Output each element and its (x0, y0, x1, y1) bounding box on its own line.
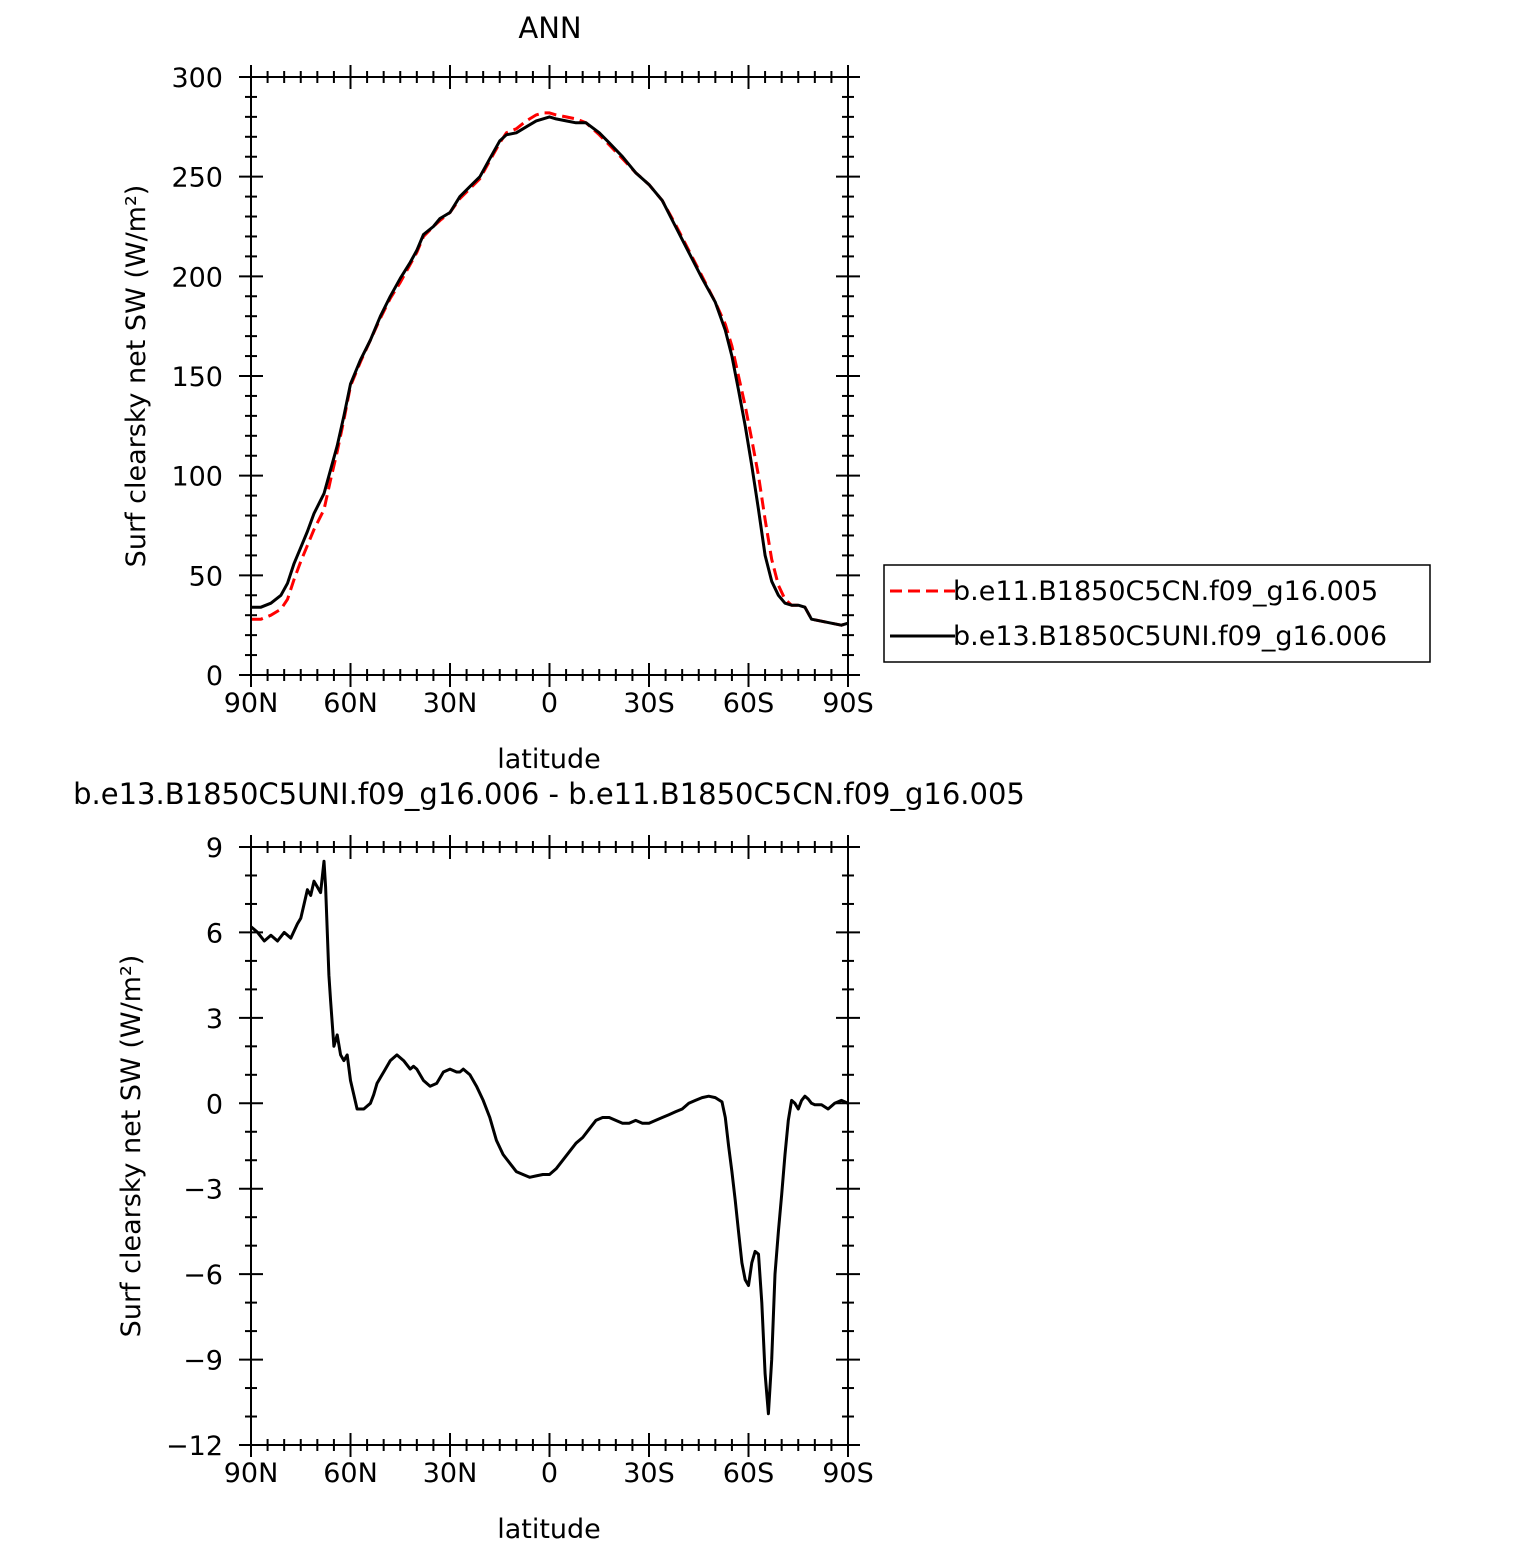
x-tick-label: 0 (541, 688, 558, 719)
y-tick-label: 6 (206, 918, 223, 949)
bottom-x-axis-title: latitude (497, 1514, 601, 1545)
y-tick-label: 300 (171, 63, 223, 94)
legend: b.e11.B1850C5CN.f09_g16.005 b.e13.B1850C… (883, 564, 1431, 663)
top-series-lines (251, 111, 849, 627)
y-tick-label: 250 (171, 163, 223, 194)
top-y-tick-labels: 0 50 100 150 200 250 300 (171, 63, 223, 692)
legend-label-control: b.e11.B1850C5CN.f09_g16.005 (953, 576, 1378, 607)
top-x-axis-title: latitude (497, 744, 601, 775)
bottom-y-axis-title: Surf clearsky net SW (W/m²) (116, 955, 147, 1338)
y-tick-label: 200 (171, 262, 223, 293)
x-tick-label: 60N (323, 688, 378, 719)
series-line-0 (250, 859, 849, 1416)
bottom-plot-title: b.e13.B1850C5UNI.f09_g16.006 - b.e11.B18… (73, 777, 1025, 811)
x-tick-label: 30N (423, 688, 478, 719)
y-tick-label: −12 (166, 1431, 223, 1462)
bottom-panel: b.e13.B1850C5UNI.f09_g16.006 - b.e11.B18… (73, 777, 1025, 1545)
top-plot-title: ANN (518, 11, 581, 45)
y-tick-label: −9 (183, 1346, 223, 1377)
y-tick-label: 50 (189, 561, 223, 592)
top-x-tick-labels: 90N 60N 30N 0 30S 60S 90S (224, 688, 874, 719)
x-tick-label: 30N (423, 1458, 478, 1489)
y-tick-label: −3 (183, 1175, 223, 1206)
x-tick-label: 30S (623, 688, 675, 719)
x-tick-label: 60S (723, 688, 775, 719)
x-tick-label: 90N (224, 1458, 279, 1489)
x-tick-label: 90N (224, 688, 279, 719)
bottom-x-tick-labels: 90N 60N 30N 0 30S 60S 90S (224, 1458, 874, 1489)
bottom-series-lines (250, 859, 849, 1416)
x-tick-label: 60N (323, 1458, 378, 1489)
top-panel: ANN Surf clearsky net SW (W/m²) latitude… (121, 11, 874, 775)
y-tick-label: 9 (206, 833, 223, 864)
y-tick-label: 3 (206, 1004, 223, 1035)
x-tick-label: 90S (822, 1458, 874, 1489)
top-plot-frame (250, 76, 849, 676)
bottom-y-tick-labels: −12 −9 −6 −3 0 3 6 9 (166, 833, 223, 1462)
bottom-plot-frame (250, 846, 849, 1446)
x-tick-label: 30S (623, 1458, 675, 1489)
top-y-axis-title: Surf clearsky net SW (W/m²) (121, 185, 152, 568)
legend-label-test: b.e13.B1850C5UNI.f09_g16.006 (953, 621, 1387, 652)
series-line-1 (251, 115, 849, 627)
y-tick-label: 150 (171, 362, 223, 393)
y-tick-label: 0 (206, 661, 223, 692)
y-tick-label: −6 (183, 1260, 223, 1291)
x-tick-label: 90S (822, 688, 874, 719)
y-tick-label: 100 (171, 462, 223, 493)
y-tick-label: 0 (206, 1089, 223, 1120)
x-tick-label: 0 (541, 1458, 558, 1489)
legend-box (883, 564, 1431, 663)
x-tick-label: 60S (723, 1458, 775, 1489)
